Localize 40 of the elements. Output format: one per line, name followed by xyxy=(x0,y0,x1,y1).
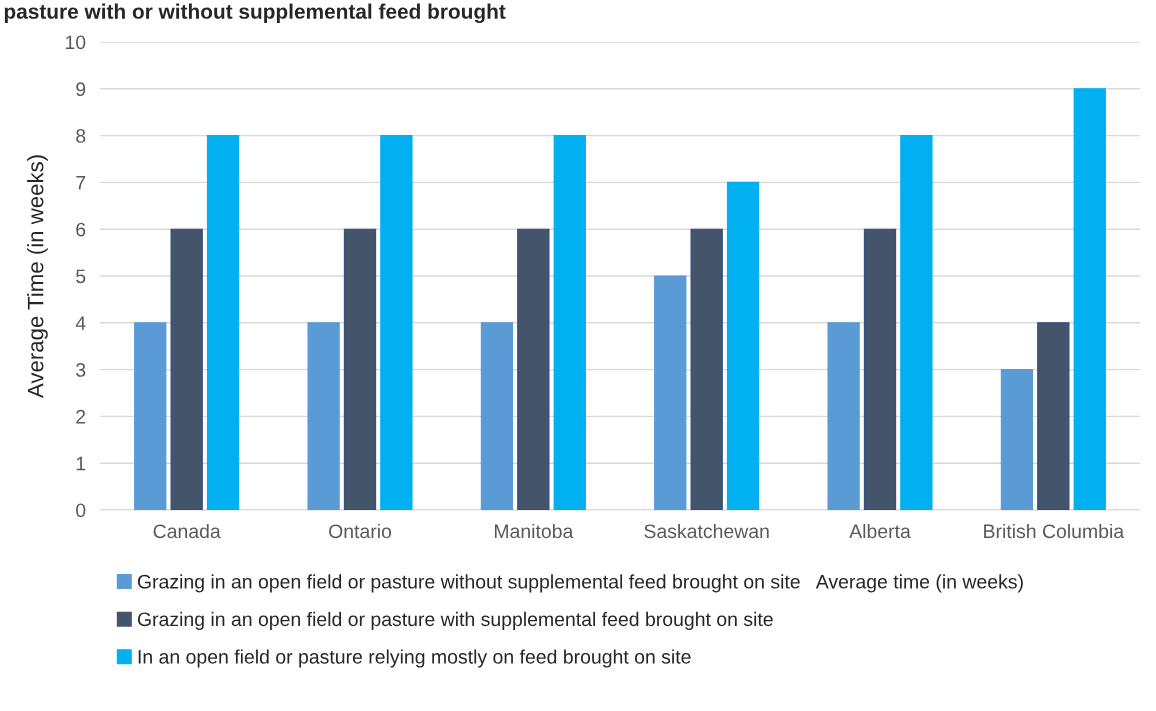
bar xyxy=(553,135,586,510)
y-tick-label: 6 xyxy=(76,222,86,237)
legend-label: Grazing in an open field or pasture without supplemental feed brought on site Average time (in weeks) xyxy=(137,574,1023,593)
y-tick-label: 3 xyxy=(76,363,86,377)
x-tick-label: Saskatchewan xyxy=(644,523,769,539)
bar xyxy=(863,228,897,510)
y-tick-label: 10 xyxy=(65,35,86,50)
x-tick-label: Alberta xyxy=(849,523,911,539)
x-tick-label: Ontario xyxy=(329,523,392,539)
y-tick-label: 9 xyxy=(76,82,86,97)
y-axis-title: Average Time (in weeks) xyxy=(27,155,48,399)
bar xyxy=(690,228,723,510)
bar xyxy=(900,135,933,510)
x-tick-label: Canada xyxy=(153,523,221,539)
bar xyxy=(380,135,413,510)
y-tick-label: 1 xyxy=(76,456,86,471)
bar xyxy=(134,322,167,510)
bar xyxy=(307,322,340,510)
legend-label: In an open field or pasture relying mostly on feed brought on site xyxy=(138,649,691,668)
bar xyxy=(1000,369,1034,510)
y-tick-label: 8 xyxy=(76,129,86,143)
legend-label: Grazing in an open field or pasture with supplemental feed brought on site xyxy=(137,611,773,630)
y-tick-label: 0 xyxy=(76,503,86,518)
bar xyxy=(206,135,240,510)
y-tick-label: 5 xyxy=(76,269,86,284)
bar xyxy=(1073,88,1106,510)
bar xyxy=(343,228,377,510)
x-tick-label: Manitoba xyxy=(494,523,574,539)
bar xyxy=(170,228,203,510)
bar xyxy=(517,228,550,510)
y-tick-label: 7 xyxy=(76,176,86,190)
chart-title: pasture with or without supplemental feed brought xyxy=(4,3,506,24)
y-tick-label: 4 xyxy=(75,316,86,330)
bar xyxy=(654,275,687,510)
bar xyxy=(726,181,760,510)
bar xyxy=(827,322,860,510)
y-tick-label: 2 xyxy=(76,409,86,424)
x-tick-label: British Columbia xyxy=(984,523,1125,539)
bar xyxy=(1037,322,1070,510)
bar xyxy=(480,322,514,510)
